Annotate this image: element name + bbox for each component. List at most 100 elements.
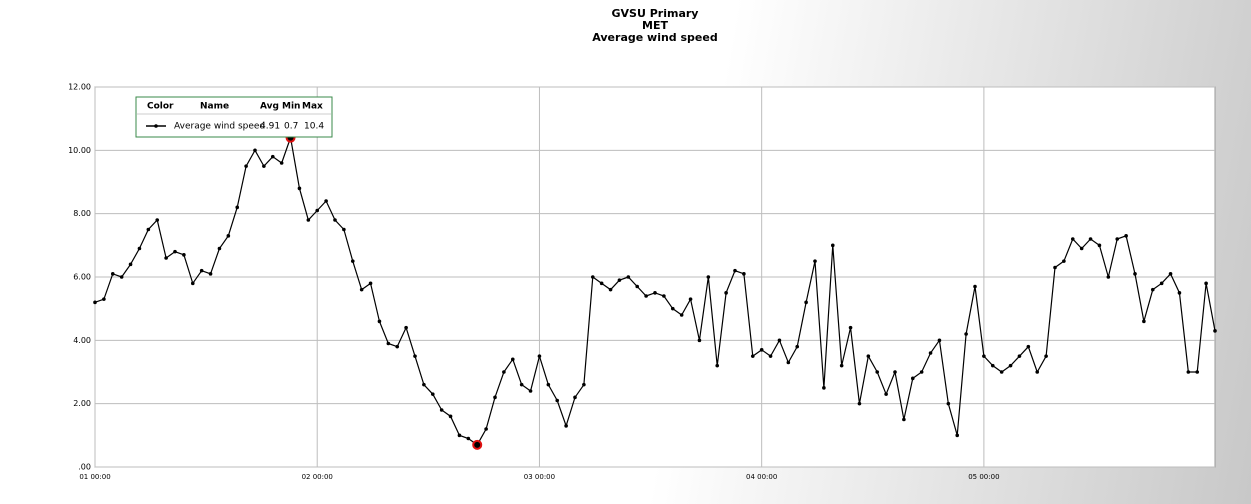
point (626, 275, 631, 279)
point (359, 287, 364, 292)
point (822, 386, 826, 390)
point (128, 262, 133, 267)
point (590, 275, 595, 279)
point (164, 256, 168, 260)
point (875, 370, 880, 374)
point (946, 401, 951, 406)
point (1008, 363, 1013, 368)
point (795, 344, 800, 349)
grid (94, 86, 1215, 468)
point (208, 272, 213, 276)
point (1124, 234, 1128, 238)
point (217, 246, 222, 251)
point (270, 154, 275, 159)
point (813, 259, 817, 263)
point (670, 306, 675, 311)
point (262, 164, 266, 168)
point (1168, 272, 1173, 276)
point (430, 392, 435, 396)
point (519, 382, 524, 387)
point (662, 294, 666, 298)
point (448, 414, 453, 419)
point (244, 164, 248, 168)
point (1133, 272, 1137, 276)
y-tick-label: .00 (78, 463, 91, 472)
legend-box (135, 96, 333, 138)
point (253, 148, 257, 153)
point (342, 227, 346, 232)
legend-name: Average wind speed (174, 122, 265, 132)
point (1097, 243, 1102, 248)
point (555, 398, 560, 403)
point (306, 218, 311, 222)
point (484, 427, 488, 431)
point (653, 291, 657, 295)
point (1213, 329, 1217, 333)
point (999, 370, 1004, 374)
point (1017, 354, 1022, 358)
y-tick-label: 8.00 (73, 209, 91, 218)
point (786, 360, 791, 365)
point (750, 354, 755, 358)
point (1159, 281, 1164, 286)
x-tick-label: 01 00:00 (79, 473, 110, 481)
point (724, 291, 728, 295)
legend-swatch-marker (154, 124, 158, 128)
legend-min: 0.7 (284, 122, 298, 132)
point (1186, 370, 1191, 374)
point (110, 272, 115, 276)
point (857, 401, 862, 406)
x-tick-label: 02 00:00 (302, 473, 333, 481)
point (1106, 275, 1111, 279)
point (1053, 265, 1057, 270)
x-tick-label: 04 00:00 (746, 473, 777, 481)
point (386, 341, 391, 346)
point (902, 417, 906, 422)
point (1204, 281, 1208, 286)
point (350, 259, 355, 263)
point (990, 363, 995, 368)
point (928, 351, 933, 355)
point (839, 363, 844, 368)
point (119, 275, 124, 279)
point (1150, 287, 1155, 292)
point (439, 408, 444, 412)
point (413, 354, 417, 358)
point (608, 287, 613, 292)
point (422, 382, 426, 387)
point (777, 338, 782, 343)
point (573, 395, 577, 400)
point (182, 253, 186, 257)
series (93, 132, 1217, 450)
point (546, 382, 551, 387)
point (333, 218, 337, 222)
y-tick-label: 12.00 (68, 83, 91, 92)
extreme-marker (472, 439, 483, 450)
legend-max: 10.4 (304, 122, 324, 132)
point (146, 227, 151, 232)
point (395, 344, 400, 349)
point (982, 354, 986, 358)
point (528, 389, 533, 393)
point (377, 319, 382, 324)
legend-header: Color (147, 102, 174, 112)
point (964, 332, 968, 336)
point (1088, 237, 1093, 241)
point (493, 395, 497, 400)
point (884, 392, 888, 396)
point (457, 433, 462, 438)
point (404, 325, 408, 330)
point (937, 338, 942, 343)
point (893, 370, 897, 374)
point (1142, 319, 1146, 324)
point (1070, 237, 1075, 241)
chart-title: Average wind speed (592, 31, 717, 44)
legend-header: Max (302, 102, 323, 112)
legend-header: Min (282, 102, 300, 112)
point (848, 325, 853, 330)
point (102, 297, 106, 301)
point (759, 348, 764, 352)
chart-title: MET (642, 19, 668, 32)
point (199, 268, 204, 273)
point (866, 354, 871, 358)
